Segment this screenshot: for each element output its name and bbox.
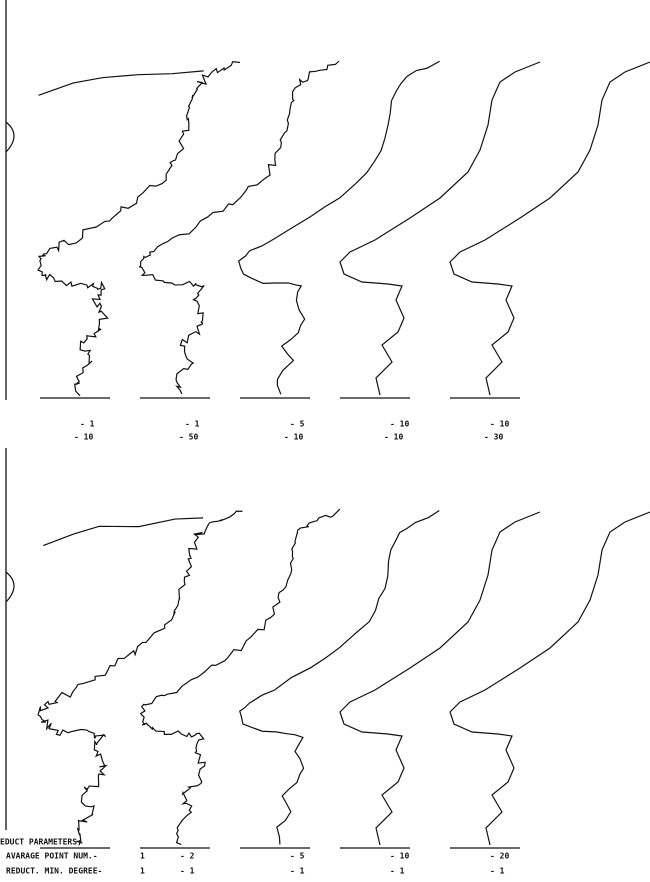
avg-point-label: - 1: [80, 420, 95, 429]
min-degree-label: - 1: [490, 867, 505, 876]
min-degree-label: 1: [140, 867, 145, 876]
avg-point-label: 1: [140, 852, 145, 861]
min-degree-label: - 50: [179, 433, 198, 442]
min-degree-label: - 30: [484, 433, 503, 442]
avg-point-label: - 1: [185, 420, 200, 429]
avg-point-label: - 10: [390, 420, 409, 429]
coastline: [340, 512, 540, 845]
coastline: [240, 511, 440, 845]
row-label: AVARAGE POINT NUM.-: [6, 852, 98, 861]
min-degree-label: - 1: [290, 867, 305, 876]
min-degree-label: - 1: [390, 867, 405, 876]
island: [6, 572, 14, 602]
coastline-top: [39, 71, 204, 95]
avg-point-label: - 10: [390, 852, 409, 861]
coastline: [38, 511, 242, 843]
avg-point-label: - 20: [490, 852, 509, 861]
coastline: [139, 61, 339, 394]
min-degree-label: - 10: [74, 433, 93, 442]
coastline: [450, 512, 650, 845]
coastline: [141, 509, 340, 845]
min-degree-label: - 10: [384, 433, 403, 442]
coastline: [450, 62, 650, 395]
coastline: [38, 62, 240, 396]
avg-point-label: - 5: [290, 852, 305, 861]
avg-point-label: - 10: [490, 420, 509, 429]
avg-point-label: - 2: [180, 852, 195, 861]
figure: EDUCT PARAMETERS; AVARAGE POINT NUM.- RE…: [0, 0, 650, 882]
coastline: [239, 61, 440, 394]
min-degree-label: - 10: [284, 433, 303, 442]
parameters-header: EDUCT PARAMETERS;: [0, 838, 82, 847]
coastline: [340, 62, 540, 395]
row-label: REDUCT. MIN. DEGREE-: [6, 867, 102, 876]
avg-point-label: - 5: [290, 420, 305, 429]
coastline-top: [43, 518, 203, 546]
min-degree-label: - 1: [180, 867, 195, 876]
island: [6, 122, 14, 152]
